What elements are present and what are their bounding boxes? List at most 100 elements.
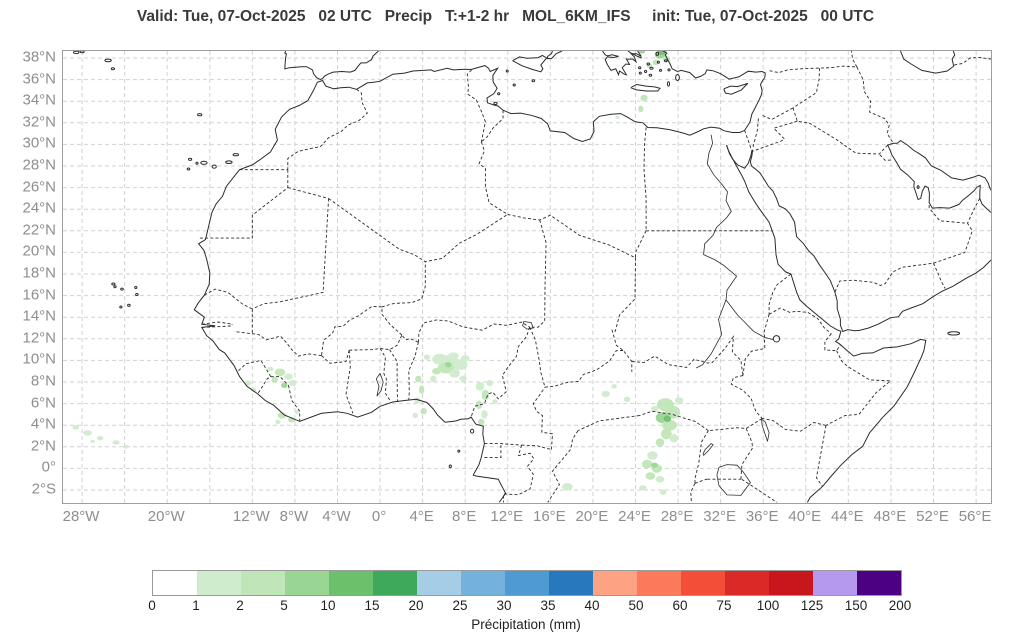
precip-blob [475, 382, 485, 391]
colorbar-segment [725, 571, 769, 595]
country-border [708, 418, 763, 432]
coastline [726, 144, 927, 503]
island [188, 157, 193, 161]
lat-tick-label: 8°N [30, 372, 56, 390]
island [457, 449, 461, 453]
country-border [547, 430, 579, 503]
lon-tick-label: 24°E [618, 508, 651, 525]
country-border [484, 443, 522, 446]
island [110, 67, 116, 71]
precip-blob [652, 59, 659, 65]
colorbar-tick-label: 0 [148, 598, 156, 613]
country-border [484, 443, 502, 459]
lake [702, 443, 714, 456]
country-border [238, 359, 272, 394]
colorbar-tick-label: 15 [364, 598, 380, 613]
lon-tick-label: 52°E [916, 508, 949, 525]
precip-blob [289, 379, 297, 387]
country-border [381, 261, 426, 308]
colorbar-segment [857, 571, 901, 595]
colorbar-segment [197, 571, 241, 595]
colorbar-title: Précipitation (mm) [471, 617, 581, 632]
lat-tick-label: 34°N [22, 91, 56, 109]
country-border [690, 483, 696, 503]
precip-blob [562, 483, 573, 491]
lon-tick-label: 28°E [660, 508, 694, 525]
country-border [204, 288, 253, 310]
precip-blob [123, 444, 129, 449]
lat-tick-label: 2°S [31, 480, 56, 498]
plot-title: Valid: Tue, 07-Oct-2025 02 UTC Precip T:… [136, 8, 875, 25]
lake [716, 464, 751, 496]
country-border [933, 263, 946, 289]
island [656, 60, 660, 64]
colorbar-segment [285, 571, 329, 595]
island [73, 51, 80, 54]
lat-tick-label: 36°N [22, 70, 56, 88]
country-border [252, 198, 330, 310]
country-border [478, 141, 508, 215]
precip-blob [663, 415, 672, 422]
country-border [694, 430, 709, 484]
coastline [723, 82, 749, 95]
country-border [631, 335, 744, 376]
river-nile [725, 299, 774, 341]
precip-blob [674, 397, 684, 404]
island [947, 331, 961, 336]
colorbar-segment [637, 571, 681, 595]
country-border [825, 350, 892, 426]
country-border [379, 348, 392, 402]
lat-tick-label: 38°N [22, 48, 56, 66]
island [638, 66, 642, 70]
colorbar-tick-label: 100 [756, 598, 780, 613]
island [667, 68, 671, 72]
precip-blob [492, 399, 498, 404]
country-border [417, 319, 530, 343]
country-border [529, 327, 546, 388]
precip-blob [669, 433, 679, 443]
country-border [744, 130, 752, 151]
country-border [544, 350, 624, 388]
precip-blob [639, 485, 647, 491]
island [195, 161, 199, 165]
precip-blob [638, 105, 644, 112]
country-border [389, 349, 399, 402]
country-border [532, 386, 553, 450]
island [104, 58, 112, 63]
colorbar-tick-label: 60 [672, 598, 688, 613]
coastline [193, 51, 766, 503]
precip-blob [650, 405, 659, 413]
lon-tick-label: 56°E [958, 508, 992, 525]
colorbar-tick-label: 40 [584, 598, 600, 613]
map-frame [62, 50, 992, 504]
country-border [529, 219, 547, 328]
precip-blob [445, 362, 452, 368]
lat-tick-label: 12°N [22, 329, 56, 347]
colorbar-tick-label: 30 [496, 598, 512, 613]
precip-blob [651, 462, 658, 468]
island [772, 335, 781, 343]
precip-field [72, 51, 684, 495]
coastline [512, 54, 548, 73]
island [186, 167, 191, 171]
island [497, 92, 501, 96]
precip-blob [274, 368, 286, 377]
country-border [321, 350, 350, 364]
country-border [321, 305, 382, 356]
precip-blob [418, 385, 425, 394]
island [512, 83, 516, 87]
country-border [694, 478, 708, 484]
country-border [199, 169, 289, 239]
country-border [751, 120, 798, 152]
island [135, 293, 139, 296]
precip-blob [430, 375, 437, 382]
colorbar-segment [329, 571, 373, 595]
colorbar-tick-label: 35 [540, 598, 556, 613]
country-border [201, 324, 233, 328]
island [659, 68, 662, 72]
precip-blob [414, 397, 421, 404]
colorbar-tick-label: 10 [320, 598, 336, 613]
coastline [749, 149, 991, 333]
country-border [768, 273, 792, 315]
country-border [288, 385, 301, 422]
